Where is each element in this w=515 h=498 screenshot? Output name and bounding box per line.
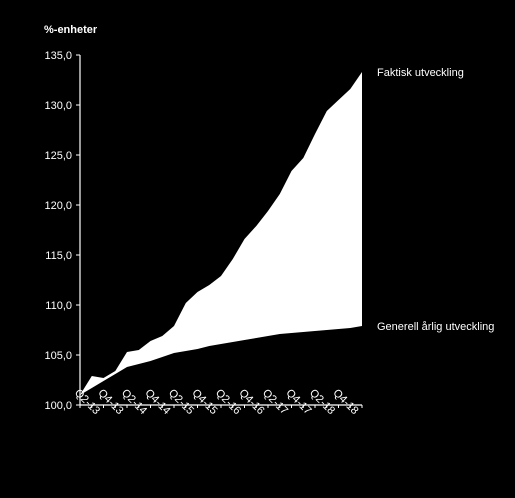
series-labels: Faktisk utveckling Generell årlig utveckl… <box>377 67 494 333</box>
y-tick-label: 120,0 <box>44 200 72 212</box>
y-axis-label: %-enheter <box>44 24 98 36</box>
series-label-1: Generell årlig utveckling <box>377 321 494 333</box>
series-areas <box>80 72 362 405</box>
series-area-0 <box>80 72 362 405</box>
y-tick-label: 105,0 <box>44 350 72 362</box>
series-area-1 <box>80 326 362 405</box>
y-tick-label: 100,0 <box>44 400 72 412</box>
y-tick-label: 130,0 <box>44 100 72 112</box>
series-label-0: Faktisk utveckling <box>377 67 464 79</box>
y-tick-label: 115,0 <box>45 250 72 262</box>
y-ticks: 100,0 105,0 110,0 115,0 120,0 125,0 130,0 135,0 <box>44 50 80 412</box>
y-tick-label: 135,0 <box>44 50 72 62</box>
y-tick-label: 110,0 <box>45 300 72 312</box>
y-tick-label: 125,0 <box>44 150 72 162</box>
